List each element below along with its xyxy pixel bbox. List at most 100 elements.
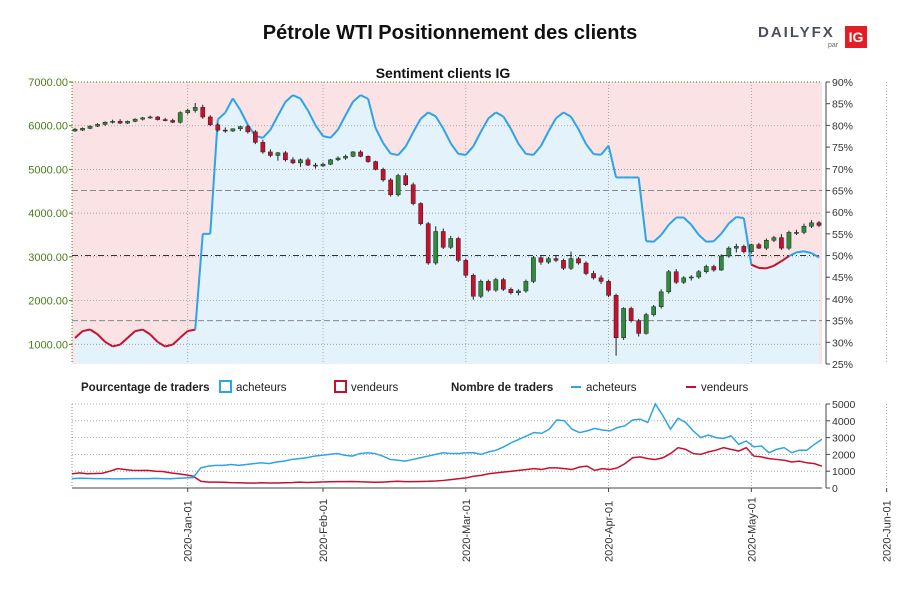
candle-body bbox=[140, 117, 145, 120]
candle-body bbox=[673, 271, 679, 283]
candle-body bbox=[162, 119, 168, 121]
sentiment-line-segment bbox=[142, 328, 151, 336]
candle-body bbox=[110, 121, 115, 123]
candle-body bbox=[613, 295, 619, 339]
candle-body bbox=[764, 240, 769, 249]
candle-body bbox=[816, 222, 822, 226]
sentiment-line-segment bbox=[374, 127, 385, 144]
candle-body bbox=[568, 258, 574, 269]
count-tick-label: 4000 bbox=[832, 416, 856, 428]
candle-body bbox=[418, 203, 424, 224]
candle-body bbox=[245, 126, 251, 133]
buy-count-line bbox=[71, 402, 823, 480]
candle-body bbox=[328, 159, 333, 165]
candle-body bbox=[794, 232, 799, 234]
sentiment-line-segment bbox=[742, 218, 753, 265]
candle-body bbox=[711, 266, 717, 271]
candle-body bbox=[298, 159, 303, 164]
sentiment-line-segment bbox=[607, 145, 618, 178]
candle-body bbox=[493, 279, 499, 291]
pct-tick-label: 30% bbox=[832, 337, 853, 349]
candle-body bbox=[478, 281, 484, 297]
date-label: 2020-Jun-01 bbox=[882, 500, 894, 562]
candle-body bbox=[358, 151, 363, 157]
candle-body bbox=[553, 258, 559, 261]
candle-body bbox=[470, 274, 476, 297]
candle-body bbox=[102, 121, 108, 125]
candle-body bbox=[688, 276, 694, 279]
sentiment-line-segment bbox=[112, 343, 121, 348]
sentiment-line-segment bbox=[780, 255, 790, 262]
sentiment-line-segment bbox=[750, 263, 760, 269]
candle-body bbox=[192, 107, 198, 111]
sentiment-line-segment bbox=[600, 145, 610, 156]
candle-body bbox=[809, 222, 814, 227]
sentiment-line-segment bbox=[593, 153, 602, 156]
candle-body bbox=[320, 163, 326, 167]
sentiment-line-segment bbox=[532, 145, 542, 156]
candle-body bbox=[771, 237, 777, 241]
sentiment-line-segment bbox=[269, 115, 279, 131]
count-tick-label: 2000 bbox=[832, 449, 856, 461]
sentiment-line-segment bbox=[96, 333, 106, 343]
candle-body bbox=[335, 157, 341, 161]
price-tick-label: 3000.00 bbox=[28, 252, 68, 264]
sentiment-line-segment bbox=[307, 110, 317, 126]
sentiment-line-segment bbox=[337, 114, 347, 131]
legend-buy-box bbox=[219, 380, 232, 393]
sentiment-line-segment bbox=[713, 232, 723, 242]
candle-body bbox=[598, 277, 604, 282]
sentiment-line-segment bbox=[344, 101, 354, 116]
sentiment-line-segment bbox=[555, 111, 565, 120]
candle-body bbox=[253, 131, 258, 143]
candle-body bbox=[410, 184, 416, 204]
candle-body bbox=[95, 124, 100, 127]
candle-body bbox=[185, 110, 191, 113]
price-tick-label: 6000.00 bbox=[28, 121, 68, 133]
sentiment-line-segment bbox=[585, 143, 595, 155]
sentiment-line-segment bbox=[660, 224, 670, 236]
pct-tick-label: 55% bbox=[832, 229, 853, 241]
candle-body bbox=[658, 291, 664, 307]
candle-body bbox=[786, 232, 792, 249]
candle-body bbox=[501, 279, 506, 290]
sentiment-line-segment bbox=[562, 111, 572, 118]
candle-body bbox=[350, 151, 356, 157]
sentiment-line-segment bbox=[766, 264, 775, 270]
sentiment-line-segment bbox=[502, 116, 512, 130]
candle-body bbox=[433, 231, 439, 264]
sentiment-line-segment bbox=[284, 94, 294, 103]
candle-body bbox=[643, 314, 649, 334]
sentiment-line-segment bbox=[803, 250, 812, 255]
candle-body bbox=[583, 262, 589, 274]
candle-body bbox=[726, 247, 732, 257]
brand-logo[interactable]: DAILYFX par IG bbox=[758, 24, 867, 49]
sentiment-line-segment bbox=[509, 128, 520, 145]
sentiment-line-segment bbox=[728, 216, 737, 225]
legend-count-sell: vendeurs bbox=[701, 382, 749, 394]
date-label: 2020-Mar-01 bbox=[461, 499, 473, 562]
candle-body bbox=[718, 255, 724, 271]
candle-body bbox=[703, 266, 709, 272]
price-tick-label: 1000.00 bbox=[28, 339, 68, 351]
sentiment-line-segment bbox=[788, 251, 797, 257]
sentiment-line-segment bbox=[157, 341, 166, 348]
candle-body bbox=[365, 156, 371, 162]
sentiment-line-segment bbox=[517, 143, 527, 155]
sentiment-line-segment bbox=[404, 131, 415, 148]
candle-body bbox=[283, 152, 288, 161]
sentiment-line-segment bbox=[637, 177, 648, 242]
sentiment-line-segment bbox=[352, 94, 362, 103]
pct-tick-label: 35% bbox=[832, 316, 853, 328]
sentiment-line-segment bbox=[706, 240, 714, 243]
candle-body bbox=[591, 273, 596, 279]
sentiment-line-segment bbox=[427, 111, 437, 118]
sentiment-line-segment bbox=[525, 152, 534, 156]
sentiment-line-segment bbox=[449, 142, 460, 155]
sentiment-line-segment bbox=[89, 328, 99, 336]
sentiment-line-segment bbox=[239, 109, 249, 126]
count-tick-label: 0 bbox=[832, 483, 838, 495]
sentiment-line-segment bbox=[646, 240, 654, 243]
date-label: 2020-Feb-01 bbox=[318, 499, 330, 562]
candle-body bbox=[388, 179, 393, 196]
